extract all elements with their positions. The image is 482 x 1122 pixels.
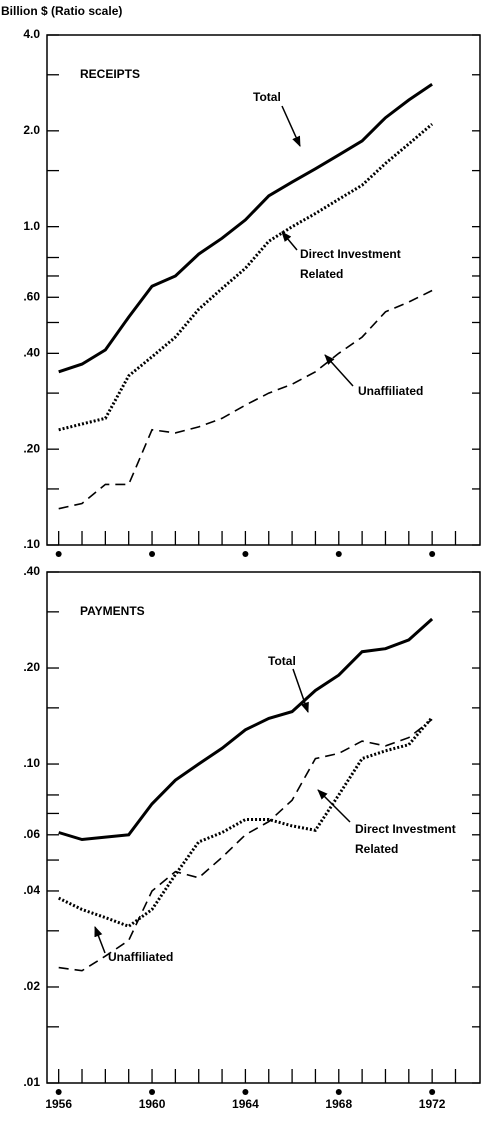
y-tick-label: 4.0 xyxy=(23,27,40,41)
series-label: Total xyxy=(253,90,281,104)
plot-frame xyxy=(46,571,481,1084)
panel-title: PAYMENTS xyxy=(80,604,145,618)
y-tick-label: .10 xyxy=(23,537,40,551)
x-tick-dot xyxy=(55,551,62,557)
x-tick-dot xyxy=(429,551,436,557)
annotation-arrow xyxy=(281,231,298,251)
y-tick-label: .20 xyxy=(23,441,40,455)
series-line xyxy=(58,617,434,842)
y-tick-label: .60 xyxy=(23,289,40,303)
x-tick-dot xyxy=(335,551,342,557)
annotation-arrow xyxy=(292,668,309,713)
series-label: Direct Investment Related xyxy=(300,247,401,281)
y-tick-label: .10 xyxy=(23,756,40,770)
y-tick-label: .40 xyxy=(23,564,40,578)
annotation-arrow xyxy=(281,105,301,147)
y-tick-label: .02 xyxy=(23,979,40,993)
x-tick-label: 1968 xyxy=(325,1097,352,1111)
series-line xyxy=(58,122,434,432)
y-tick-label: .20 xyxy=(23,660,40,674)
x-tick-dot xyxy=(55,1089,62,1095)
x-tick-dot xyxy=(242,551,249,557)
series-line xyxy=(58,289,433,510)
x-tick-dot xyxy=(242,1089,249,1095)
x-tick-label: 1972 xyxy=(419,1097,446,1111)
x-tick-label: 1960 xyxy=(139,1097,166,1111)
y-axis-label: Billion $ (Ratio scale) xyxy=(1,4,122,18)
annotation-arrow xyxy=(94,926,106,954)
y-tick-label: 2.0 xyxy=(23,123,40,137)
series-label: Direct Investment Related xyxy=(355,822,456,856)
x-tick-dot xyxy=(429,1089,436,1095)
x-tick-label: 1956 xyxy=(45,1097,72,1111)
panel-title: RECEIPTS xyxy=(80,67,140,81)
y-tick-label: 1.0 xyxy=(23,219,40,233)
series-label: Total xyxy=(268,654,296,668)
annotation-arrow xyxy=(324,354,354,387)
x-tick-label: 1964 xyxy=(232,1097,259,1111)
x-tick-dot xyxy=(149,551,156,557)
series-line xyxy=(58,718,433,972)
y-tick-label: .06 xyxy=(23,827,40,841)
annotation-arrow xyxy=(317,789,351,823)
x-tick-dot xyxy=(149,1089,156,1095)
series-line xyxy=(58,83,433,374)
plot-frame xyxy=(46,34,481,546)
y-tick-label: .04 xyxy=(23,883,40,897)
series-label: Unaffiliated xyxy=(108,950,173,964)
y-tick-label: .40 xyxy=(23,346,40,360)
x-tick-dot xyxy=(335,1089,342,1095)
series-label: Unaffiliated xyxy=(358,384,423,398)
y-tick-label: .01 xyxy=(23,1075,40,1089)
